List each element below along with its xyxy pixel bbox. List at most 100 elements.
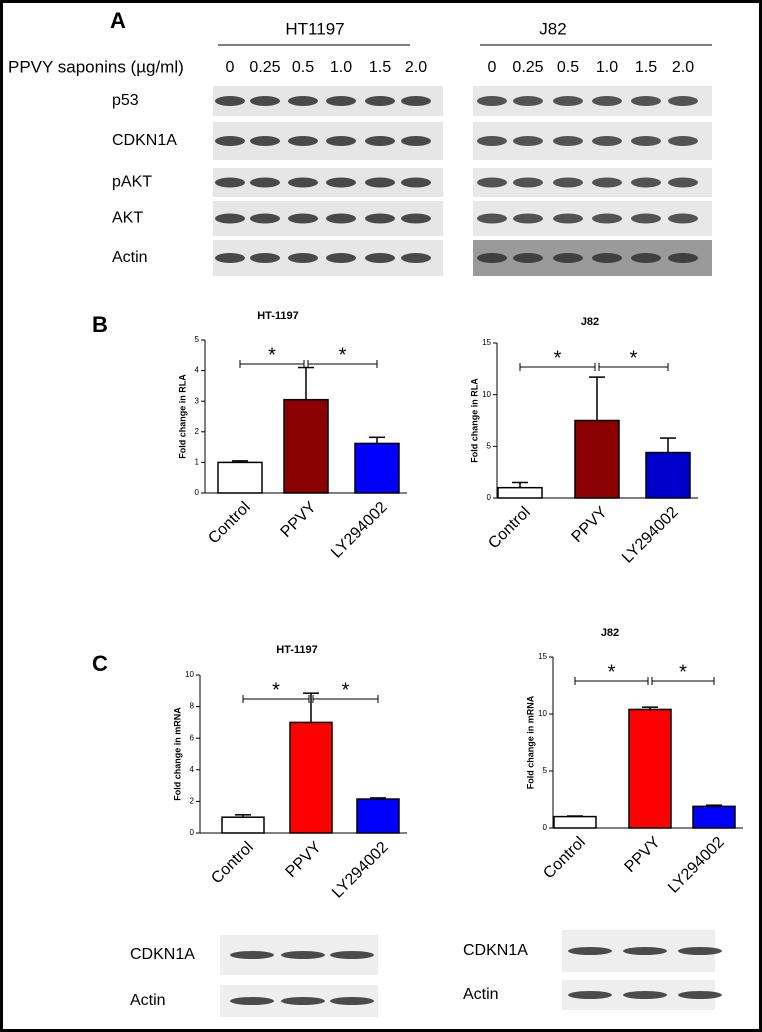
bar: [354, 442, 400, 494]
band: [553, 96, 583, 106]
band: [326, 213, 356, 224]
band: [250, 136, 280, 146]
band: [678, 991, 722, 999]
band: [401, 213, 431, 224]
band: [215, 136, 245, 146]
row-label: Actin: [112, 249, 148, 266]
band: [330, 951, 374, 959]
dose-label: 1.5: [635, 59, 657, 76]
band: [631, 96, 661, 106]
y-tick-label: 5: [487, 441, 492, 450]
band: [250, 253, 280, 263]
band: [592, 253, 622, 263]
band: [215, 213, 245, 224]
band: [592, 96, 622, 106]
band: [623, 947, 667, 955]
band: [365, 136, 395, 146]
band: [623, 991, 667, 999]
panel-label: A: [110, 8, 126, 33]
y-tick-label: 15: [538, 652, 547, 661]
y-axis-label: Fold change in RLA: [469, 378, 479, 463]
y-tick-label: 15: [482, 338, 491, 347]
dose-label: 0.25: [512, 59, 543, 76]
row-label: Actin: [463, 986, 499, 1003]
band: [513, 136, 543, 146]
bar: [217, 461, 263, 494]
band: [365, 213, 395, 224]
band: [592, 177, 622, 188]
dose-label: 1.0: [596, 59, 618, 76]
y-tick-label: 0: [487, 493, 492, 502]
dose-label: 0.25: [249, 59, 280, 76]
group-label: HT1197: [285, 19, 344, 38]
band: [230, 951, 274, 959]
band: [592, 136, 622, 146]
y-tick-label: 4: [195, 366, 200, 375]
sig-star: *: [268, 344, 276, 366]
y-tick-label: 0: [195, 488, 200, 497]
y-tick-label: 1: [195, 458, 200, 467]
dose-label: 0.5: [557, 59, 579, 76]
band: [631, 213, 661, 224]
band: [401, 177, 431, 188]
dose-label: 1.0: [330, 59, 352, 76]
band: [553, 136, 583, 146]
chart-title: HT-1197: [276, 644, 318, 656]
band: [568, 947, 612, 955]
dose-label: 0: [226, 59, 235, 76]
band: [513, 96, 543, 106]
y-tick-label: 10: [538, 709, 547, 718]
band: [513, 213, 543, 224]
sig-star: *: [554, 347, 562, 369]
band: [513, 177, 543, 188]
band: [477, 136, 507, 146]
sig-star: *: [339, 344, 347, 366]
bar: [221, 816, 265, 834]
band: [288, 253, 318, 263]
sig-star: *: [630, 347, 638, 369]
y-tick-label: 10: [482, 390, 491, 399]
bar: [497, 486, 543, 499]
dose-label: 0.5: [292, 59, 314, 76]
bar: [645, 451, 691, 499]
bar: [628, 708, 672, 829]
band: [568, 991, 612, 999]
band: [553, 253, 583, 263]
y-tick-label: 5: [543, 766, 548, 775]
band: [288, 136, 318, 146]
y-tick-label: 4: [190, 765, 195, 774]
band: [477, 213, 507, 224]
band: [365, 253, 395, 263]
band: [365, 96, 395, 106]
y-tick-label: 5: [195, 335, 200, 344]
dose-label: 1.5: [369, 59, 391, 76]
row-label: AKT: [112, 210, 143, 227]
y-axis-label: Fold change in RLA: [177, 374, 187, 459]
band: [230, 997, 274, 1005]
bar: [283, 398, 329, 494]
bar: [574, 419, 620, 499]
chart-title: J82: [601, 627, 619, 639]
band: [215, 253, 245, 263]
band: [326, 253, 356, 263]
band: [365, 177, 395, 188]
band: [288, 213, 318, 224]
band: [678, 947, 722, 955]
band: [288, 177, 318, 188]
band: [553, 213, 583, 224]
band: [513, 253, 543, 263]
panel-label: C: [92, 651, 108, 676]
group-label: J82: [539, 19, 566, 38]
dose-label: 0: [488, 59, 497, 76]
chart-title: HT-1197: [257, 310, 299, 322]
sig-star: *: [272, 679, 280, 701]
y-tick-label: 3: [195, 396, 200, 405]
band: [592, 213, 622, 224]
row-label: pAKT: [112, 174, 152, 191]
row-label: CDKN1A: [463, 942, 528, 959]
band: [250, 213, 280, 224]
band: [668, 213, 698, 224]
band: [326, 177, 356, 188]
sig-star: *: [679, 661, 687, 683]
